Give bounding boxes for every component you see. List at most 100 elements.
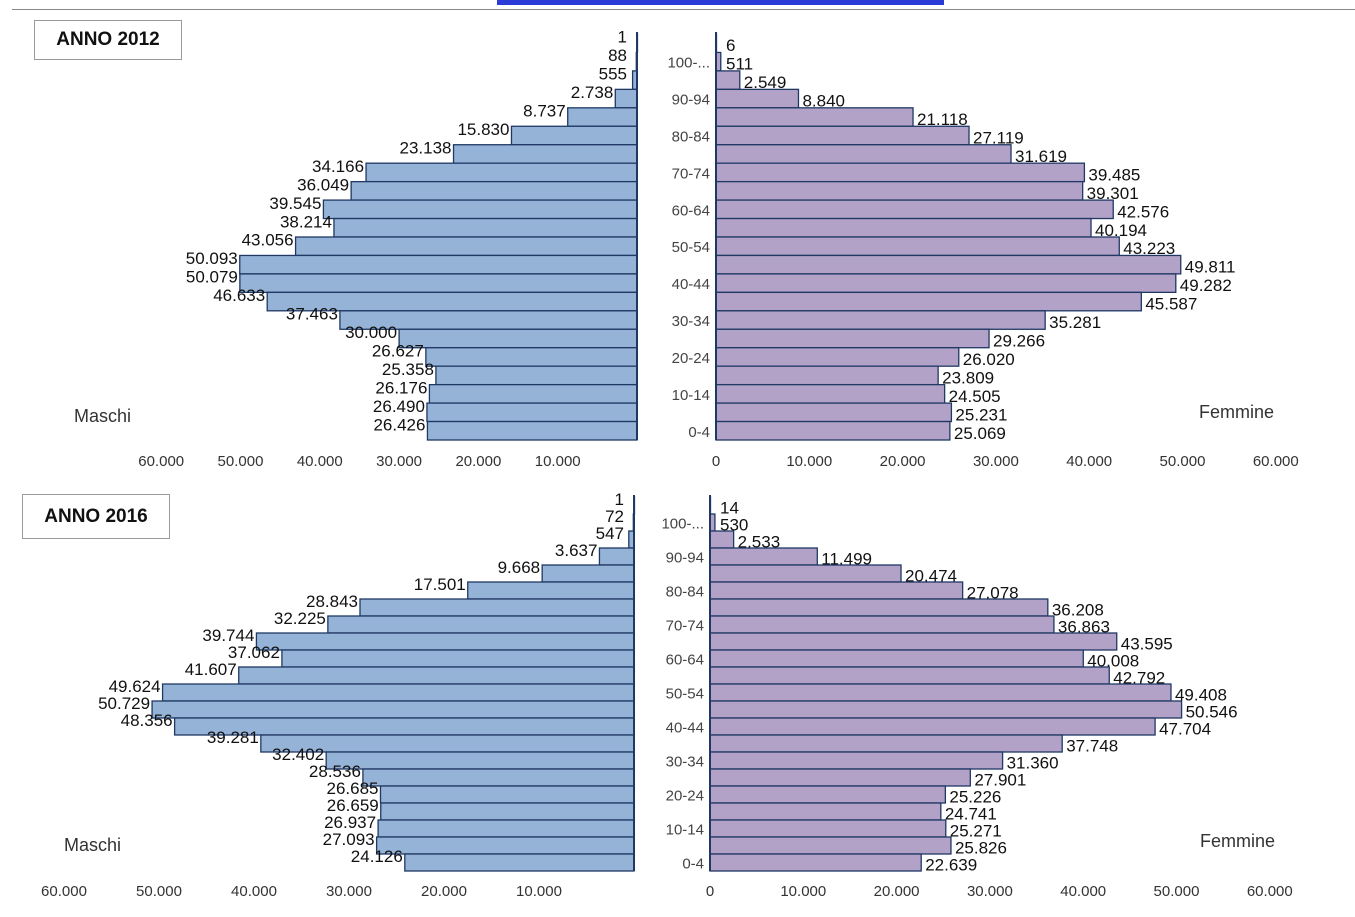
female-bar [715,291,1142,312]
male-value-label: 26.685 [326,779,378,798]
male-bar [426,420,638,441]
female-value-label: 8.840 [802,92,845,111]
male-bar [359,598,635,617]
age-group-label: 100-... [667,55,710,72]
female-value-label: 24.505 [949,387,1001,406]
female-bar [715,383,946,404]
x-tick-label: 20.000 [421,883,467,900]
female-bar [709,649,1084,668]
female-value-label: 47.704 [1159,720,1211,739]
female-value-label: 39.485 [1088,165,1140,184]
male-bar [255,632,635,651]
male-bar [379,785,635,804]
x-tick-label: 50.000 [1160,453,1206,470]
male-bar [398,328,638,349]
female-bar [709,547,818,566]
age-group-label: 50-54 [672,239,710,256]
female-bar [715,236,1120,257]
age-group-label: 10-14 [666,822,704,839]
female-bar [709,853,922,872]
female-bar [709,819,947,838]
female-value-label: 6 [726,36,735,55]
female-bar [715,107,914,127]
male-value-label: 15.830 [457,120,509,139]
male-bar [510,125,638,146]
female-value-label: 2.549 [744,73,787,92]
female-value-label: 26.020 [963,350,1015,369]
male-value-label: 555 [599,65,627,84]
age-group-label: 20-24 [666,788,704,805]
age-group-label: 60-64 [666,652,704,669]
x-tick-label: 60.000 [138,453,184,470]
x-tick-label: 30.000 [967,883,1013,900]
x-tick-label: 0 [712,453,720,470]
x-tick-label: 20.000 [880,453,926,470]
male-value-label: 24.126 [351,847,403,866]
x-tick-label: 60.000 [1247,883,1293,900]
male-value-label: 49.624 [109,677,161,696]
age-group-label: 30-34 [666,754,704,771]
female-value-label: 25.069 [954,424,1006,443]
female-value-label: 22.639 [925,856,977,875]
female-value-label: 25.271 [950,822,1002,841]
age-group-label: 30-34 [672,313,710,330]
male-value-label: 38.214 [280,212,332,231]
male-bar [238,666,635,685]
male-value-label: 43.056 [242,231,294,250]
male-value-label: 9.668 [498,558,541,577]
male-bar [362,768,635,787]
male-bar [151,700,635,719]
female-bar [709,700,1183,719]
male-bar [598,547,635,566]
male-bar [281,649,635,668]
female-value-label: 35.281 [1049,313,1101,332]
male-value-label: 88 [608,46,627,65]
male-value-label: 36.049 [297,175,349,194]
female-value-label: 25.226 [949,788,1001,807]
male-value-label: 48.356 [121,711,173,730]
x-tick-label: 50.000 [218,453,264,470]
male-value-label: 39.744 [202,626,254,645]
male-bar [327,615,635,634]
age-group-label: 70-74 [672,165,710,182]
age-group-label: 50-54 [666,686,704,703]
age-group-label: 10-14 [672,387,710,404]
male-bar [239,273,638,294]
male-value-label: 72 [605,507,624,526]
female-value-label: 2.533 [738,533,781,552]
male-value-label: 41.607 [185,660,237,679]
age-group-label: 70-74 [666,618,704,635]
male-value-label: 27.093 [323,830,375,849]
female-value-label: 37.748 [1066,737,1118,756]
age-group-label: 100-... [661,516,704,533]
x-tick-label: 40.000 [297,453,343,470]
x-tick-label: 40.000 [1060,883,1106,900]
female-bar [715,420,951,441]
male-bar [426,402,638,423]
female-bar [715,273,1177,294]
female-value-label: 36.208 [1052,601,1104,620]
age-group-label: 90-94 [672,92,710,109]
male-side-label: Maschi [64,835,121,855]
male-bar [541,564,635,583]
female-bar [715,144,1012,164]
age-group-label: 90-94 [666,550,704,567]
male-value-label: 39.281 [207,728,259,747]
female-value-label: 42.792 [1113,669,1165,688]
female-value-label: 31.619 [1015,147,1067,166]
female-value-label: 25.826 [955,839,1007,858]
female-bar [709,581,964,600]
male-bar [428,383,638,404]
male-value-label: 1 [618,28,627,47]
male-bar [239,254,638,275]
male-value-label: 25.358 [382,360,434,379]
female-value-label: 27.119 [973,129,1024,148]
age-group-label: 0-4 [688,424,710,441]
x-tick-label: 0 [706,883,714,900]
female-side-label: Femmine [1200,831,1275,851]
male-bar [467,581,635,600]
x-tick-label: 60.000 [1253,453,1299,470]
female-value-label: 39.301 [1087,184,1139,203]
female-bar [715,70,741,91]
female-bar [715,199,1114,220]
